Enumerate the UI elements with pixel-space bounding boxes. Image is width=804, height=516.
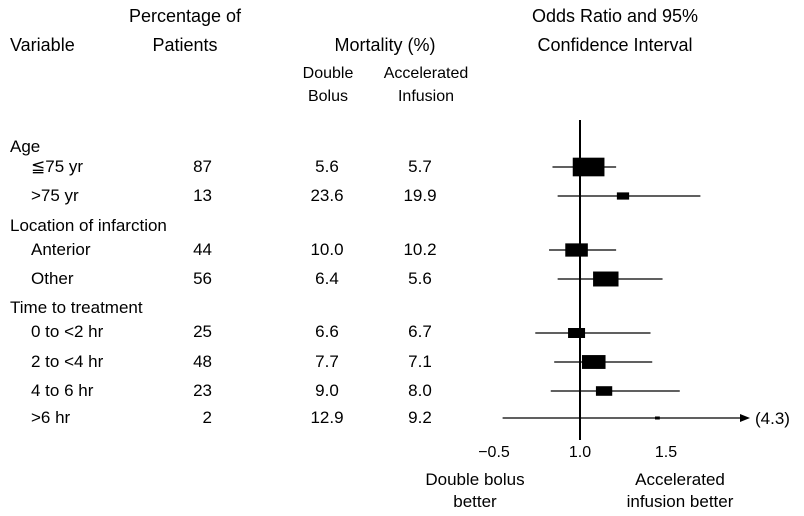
odds-ratio-marker <box>572 157 605 177</box>
xlabel-left-line2: better <box>453 492 497 511</box>
row-percentage: 25 <box>193 322 212 341</box>
x-tick-label: −0.5 <box>478 444 510 461</box>
row-label: >6 hr <box>31 408 71 427</box>
group-label-age: Age <box>10 137 41 156</box>
odds-ratio-marker <box>616 192 630 200</box>
header-accelerated-line1: Accelerated <box>383 65 469 82</box>
header-double-bolus-line2: Bolus <box>307 88 349 105</box>
row-percentage: 44 <box>193 240 212 259</box>
row-percentage: 87 <box>193 157 212 176</box>
header-odds-line2: Confidence Interval <box>537 35 693 55</box>
odds-ratio-marker <box>593 271 619 287</box>
header-odds-line1: Odds Ratio and 95% <box>531 6 699 26</box>
row-label: Anterior <box>31 240 91 259</box>
group-label-time: Time to treatment <box>10 298 143 317</box>
row-accelerated: 19.9 <box>403 186 437 205</box>
header-percentage-line2: Patients <box>152 35 218 55</box>
header-variable: Variable <box>10 35 75 55</box>
row-double-bolus: 6.6 <box>315 322 339 341</box>
row-double-bolus: 9.0 <box>315 381 339 400</box>
xlabel-left-line1: Double bolus <box>425 470 525 489</box>
header-double-bolus-line1: Double <box>302 65 354 82</box>
row-label: >75 yr <box>31 186 79 205</box>
xlabel-right-line1: Accelerated <box>635 470 725 489</box>
row-double-bolus: 23.6 <box>310 186 344 205</box>
row-percentage: 13 <box>193 186 212 205</box>
xlabel-right-line2: infusion better <box>626 492 734 511</box>
row-label: 0 to <2 hr <box>31 322 104 341</box>
header-accelerated-line2: Infusion <box>397 88 455 105</box>
row-accelerated: 5.7 <box>408 157 432 176</box>
odds-ratio-marker <box>565 243 588 257</box>
row-double-bolus: 7.7 <box>315 352 339 371</box>
row-accelerated: 7.1 <box>408 352 432 371</box>
row-label: 2 to <4 hr <box>31 352 104 371</box>
row-percentage: 56 <box>193 269 212 288</box>
odds-ratio-marker <box>654 416 660 420</box>
odds-ratio-marker <box>568 328 586 338</box>
row-double-bolus: 12.9 <box>310 408 344 427</box>
row-label: 4 to 6 hr <box>31 381 94 400</box>
row-accelerated: 10.2 <box>403 240 437 259</box>
row-double-bolus: 10.0 <box>310 240 344 259</box>
row-double-bolus: 6.4 <box>315 269 339 288</box>
row-label: ≦75 yr <box>31 157 84 176</box>
odds-ratio-marker <box>595 386 613 396</box>
row-accelerated: 9.2 <box>408 408 432 427</box>
header-percentage-line1: Percentage of <box>128 6 242 26</box>
group-label-location: Location of infarction <box>10 216 167 235</box>
row-label: Other <box>31 269 74 288</box>
x-tick-label: 1.5 <box>655 444 677 461</box>
row-accelerated: 6.7 <box>408 322 432 341</box>
odds-ratio-marker <box>581 355 606 369</box>
row-double-bolus: 5.6 <box>315 157 339 176</box>
row-percentage: 23 <box>193 381 212 400</box>
row-accelerated: 8.0 <box>408 381 432 400</box>
row-accelerated: 5.6 <box>408 269 432 288</box>
ci-overflow-label: (4.3) <box>755 409 790 428</box>
row-percentage: 48 <box>193 352 212 371</box>
ci-overflow-arrow <box>740 414 750 422</box>
x-tick-label: 1.0 <box>569 444 591 461</box>
row-percentage: 2 <box>202 408 212 427</box>
header-mortality: Mortality (%) <box>334 35 436 55</box>
